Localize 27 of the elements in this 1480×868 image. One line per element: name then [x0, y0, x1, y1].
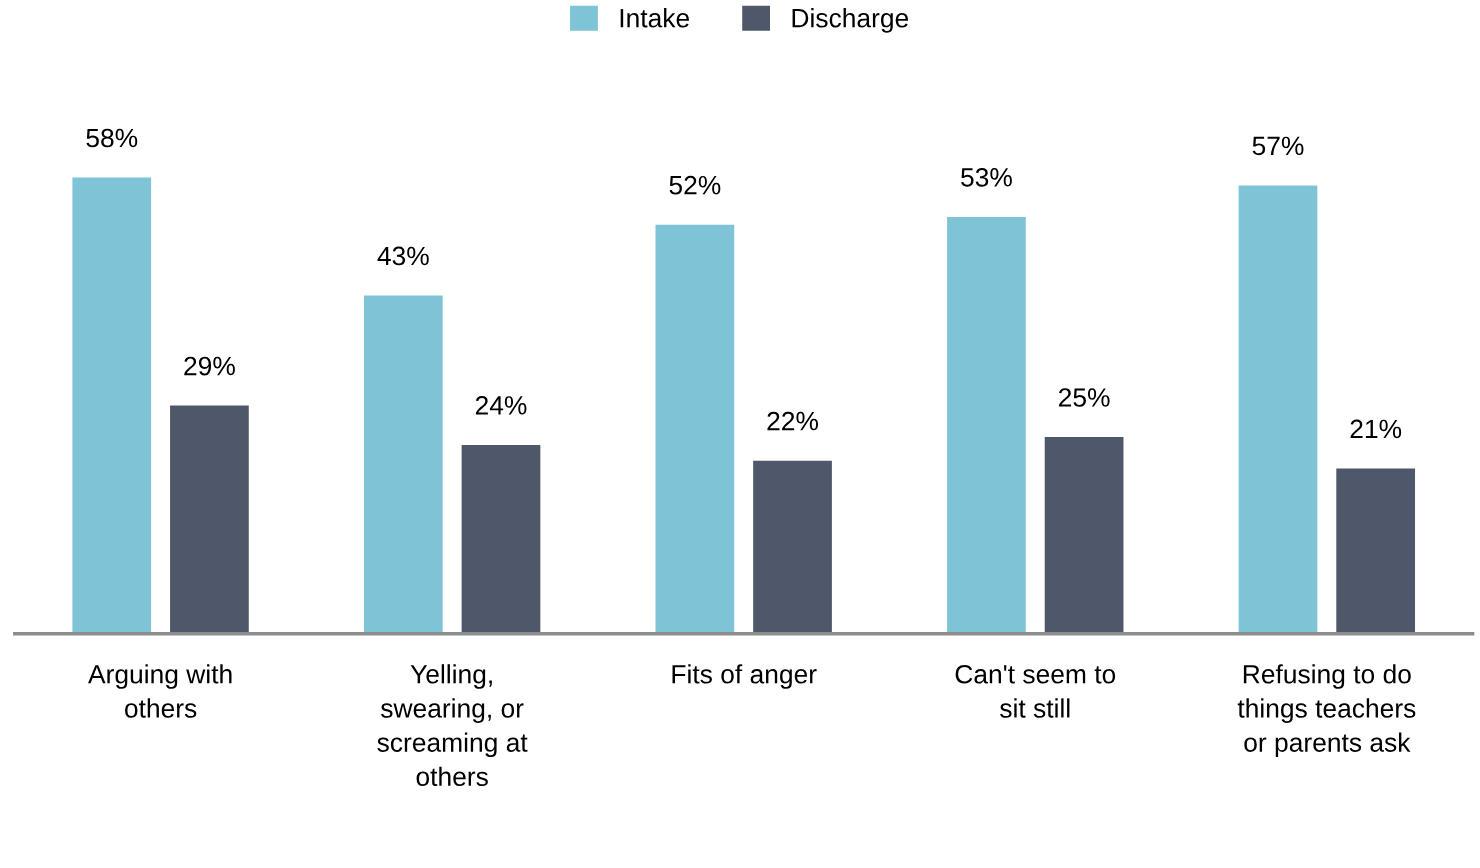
x-tick-label: Fits of anger [672, 664, 817, 689]
legend-label: Discharge [792, 8, 909, 33]
data-label: 29% [184, 356, 235, 376]
bar [1044, 437, 1124, 634]
x-tick-label: Refusing to do things teachers or parents ask [1237, 664, 1416, 758]
bar [1238, 185, 1318, 634]
data-label: 52% [669, 175, 721, 195]
x-tick-label: Arguing with others [88, 664, 232, 718]
bar [1336, 468, 1416, 634]
x-tick-label: Yelling, swearing, or screaming at others [377, 664, 528, 787]
data-label: 53% [961, 167, 1012, 187]
bar [753, 460, 832, 634]
data-label: 25% [1059, 388, 1110, 407]
bar [72, 177, 152, 634]
bar [170, 405, 249, 634]
data-label: 58% [86, 128, 138, 148]
bar [947, 216, 1026, 634]
x-tick-label: Can't seem to sit still [955, 664, 1116, 718]
bar [461, 444, 541, 634]
data-label: 21% [1350, 419, 1402, 439]
bar [363, 295, 443, 634]
bar [655, 224, 735, 634]
legend-label: Intake [620, 8, 689, 28]
data-label: 43% [377, 246, 429, 266]
data-label: 57% [1252, 136, 1304, 156]
data-label: 24% [475, 396, 527, 415]
data-label: 22% [767, 411, 819, 431]
